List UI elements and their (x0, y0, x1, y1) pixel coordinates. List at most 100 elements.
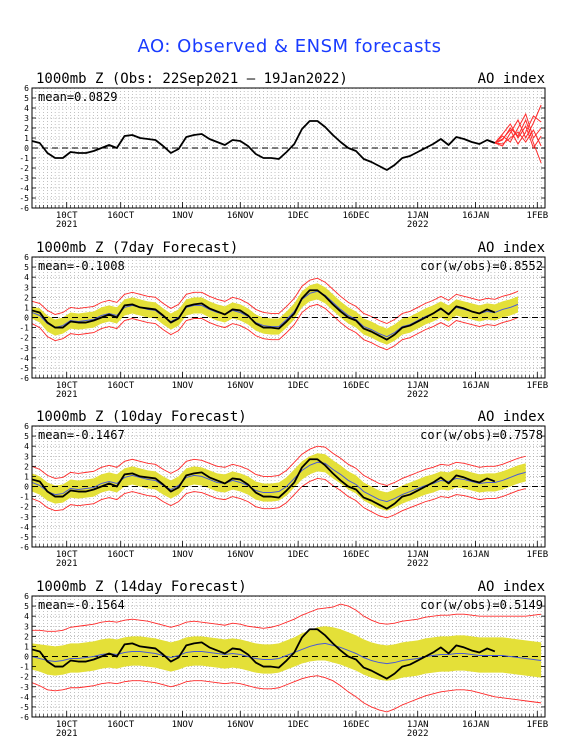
x-tick-label: 16NOV (227, 720, 255, 730)
x-tick-label: 1JAN (407, 720, 429, 730)
y-tick-label: -5 (19, 703, 29, 712)
ensemble-member-line (494, 104, 542, 147)
y-tick-label: -4 (19, 693, 29, 702)
y-tick-label: 6 (24, 592, 29, 601)
y-tick-label: 6 (24, 84, 29, 93)
ensemble-member-line (494, 123, 542, 150)
y-tick-label: -4 (19, 184, 29, 193)
x-tick-label: 16NOV (227, 381, 255, 391)
y-tick-label: -3 (19, 344, 29, 353)
x-tick-year-label: 2022 (407, 390, 429, 400)
y-tick-label: -2 (19, 673, 29, 682)
ensemble-member-line (494, 128, 542, 147)
x-tick-label: 16NOV (227, 550, 255, 560)
x-tick-label: 10CT (56, 720, 78, 730)
panel-right-title: AO index (478, 71, 545, 87)
y-tick-label: 2 (24, 124, 29, 133)
x-tick-label: 1FEB (526, 550, 548, 560)
ensemble-member-line (494, 115, 542, 145)
ensemble-upper-bound-line (32, 603, 542, 632)
y-tick-label: 5 (24, 602, 29, 611)
x-tick-label: 16JAN (462, 381, 489, 391)
y-tick-label: -6 (19, 543, 29, 552)
x-tick-label: 16OCT (107, 550, 135, 560)
x-tick-year-label: 2022 (407, 559, 429, 569)
panel-right-title: AO index (478, 409, 545, 425)
observed-ao-line (31, 120, 496, 171)
x-tick-label: 1JAN (407, 211, 429, 221)
x-tick-label: 1FEB (526, 211, 548, 221)
panel-title: 1000mb Z (14day Forecast) (36, 579, 247, 595)
correlation-stat: cor(w/obs)=0.7578 (420, 428, 543, 442)
x-tick-label: 1NOV (172, 550, 194, 560)
x-tick-label: 1DEC (287, 381, 309, 391)
observed-ao-line (31, 289, 496, 341)
x-tick-year-label: 2022 (407, 729, 429, 739)
y-tick-label: -6 (19, 204, 29, 213)
x-tick-label: 1NOV (172, 381, 194, 391)
x-tick-label: 1JAN (407, 381, 429, 391)
panel-7day: 1000mb Z (7day Forecast) AO index6543210-… (19, 240, 548, 400)
panel-title: 1000mb Z (Obs: 22Sep2021 – 19Jan2022) (36, 71, 348, 87)
y-tick-label: 3 (24, 283, 29, 292)
y-tick-label: 6 (24, 422, 29, 431)
observed-ao-line (31, 458, 496, 510)
ensemble-upper-bound-line (31, 277, 519, 325)
x-tick-label: 10CT (56, 211, 78, 221)
x-tick-label: 1JAN (407, 550, 429, 560)
y-tick-label: -2 (19, 334, 29, 343)
y-tick-label: -5 (19, 364, 29, 373)
x-tick-label: 10CT (56, 550, 78, 560)
y-tick-label: 4 (24, 104, 29, 113)
panel-10day: 1000mb Z (10day Forecast) AO index6543210… (19, 409, 548, 569)
panel-title: 1000mb Z (7day Forecast) (36, 240, 238, 256)
x-tick-label: 1NOV (172, 211, 194, 221)
panel-observed: 1000mb Z (Obs: 22Sep2021 – 19Jan2022) AO … (19, 71, 548, 230)
y-tick-label: 5 (24, 432, 29, 441)
panel-title: 1000mb Z (10day Forecast) (36, 409, 247, 425)
ensemble-member-line (494, 112, 542, 144)
y-tick-label: -5 (19, 194, 29, 203)
y-tick-label: -4 (19, 523, 29, 532)
y-tick-label: 2 (24, 462, 29, 471)
y-tick-label: 3 (24, 452, 29, 461)
panel-14day: 1000mb Z (14day Forecast) AO index6543210… (19, 579, 548, 739)
y-tick-label: 0 (24, 653, 29, 662)
y-tick-label: 1 (24, 642, 29, 651)
x-tick-label: 1DEC (287, 720, 309, 730)
ensemble-lower-bound-line (31, 303, 519, 351)
y-tick-label: -5 (19, 533, 29, 542)
ensemble-lower-bound-line (31, 477, 526, 519)
ensemble-mean-line (31, 642, 542, 665)
x-tick-year-label: 2021 (56, 559, 78, 569)
y-tick-label: 1 (24, 303, 29, 312)
page-title: AO: Observed & ENSM forecasts (137, 36, 442, 57)
x-tick-label: 16DEC (342, 720, 369, 730)
y-tick-label: -1 (19, 663, 29, 672)
y-tick-label: 4 (24, 612, 29, 621)
y-tick-label: 2 (24, 293, 29, 302)
y-tick-label: -3 (19, 174, 29, 183)
x-tick-label: 16OCT (107, 211, 135, 221)
y-tick-label: 0 (24, 483, 29, 492)
y-tick-label: 3 (24, 622, 29, 631)
y-tick-label: 4 (24, 442, 29, 451)
y-tick-label: 2 (24, 632, 29, 641)
x-tick-label: 1DEC (287, 211, 309, 221)
y-tick-label: 4 (24, 273, 29, 282)
y-tick-label: 0 (24, 144, 29, 153)
y-tick-label: -1 (19, 493, 29, 502)
y-tick-label: -2 (19, 503, 29, 512)
x-tick-label: 1FEB (526, 720, 548, 730)
mean-stat: mean=-0.1008 (38, 259, 125, 273)
y-tick-label: 1 (24, 472, 29, 481)
x-tick-label: 1FEB (526, 381, 548, 391)
correlation-stat: cor(w/obs)=0.8552 (420, 259, 543, 273)
x-tick-label: 16DEC (342, 550, 369, 560)
x-tick-year-label: 2021 (56, 390, 78, 400)
mean-stat: mean=0.0829 (38, 90, 117, 104)
y-tick-label: 5 (24, 263, 29, 272)
x-tick-label: 1NOV (172, 720, 194, 730)
observed-ao-line (31, 628, 496, 680)
